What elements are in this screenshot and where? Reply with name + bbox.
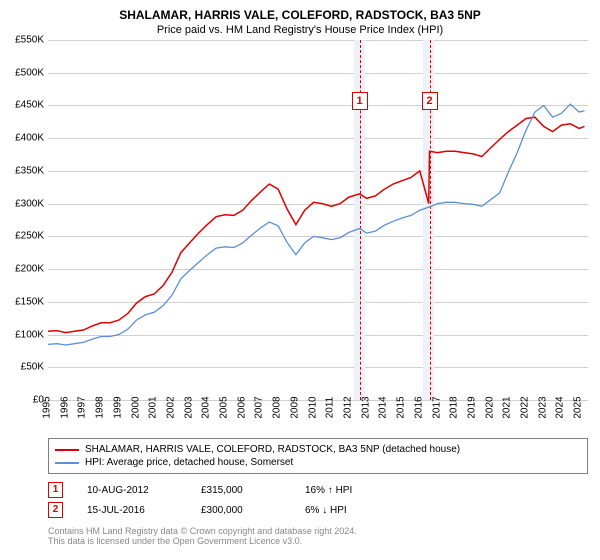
- y-axis-label: £350K: [15, 165, 48, 176]
- footer-line-1: Contains HM Land Registry data © Crown c…: [48, 526, 588, 536]
- x-axis-label: 2020: [484, 396, 495, 418]
- sale-price: £300,000: [201, 505, 281, 516]
- legend-label: HPI: Average price, detached house, Some…: [85, 457, 293, 468]
- series-line: [48, 117, 585, 332]
- sale-row: 2 15-JUL-2016 £300,000 6% ↓ HPI: [48, 500, 588, 520]
- legend-label: SHALAMAR, HARRIS VALE, COLEFORD, RADSTOC…: [85, 444, 460, 455]
- x-axis-label: 2018: [449, 396, 460, 418]
- sale-row-badge: 1: [48, 482, 63, 498]
- sale-delta: 16% ↑ HPI: [305, 485, 352, 496]
- x-axis-label: 2011: [325, 397, 336, 419]
- x-axis-label: 2005: [219, 396, 230, 418]
- y-axis-label: £300K: [15, 198, 48, 209]
- footer-text: Contains HM Land Registry data © Crown c…: [48, 526, 588, 546]
- y-axis-label: £50K: [21, 362, 48, 373]
- y-axis-label: £150K: [15, 296, 48, 307]
- x-axis-label: 2017: [431, 396, 442, 418]
- legend-row: HPI: Average price, detached house, Some…: [55, 456, 581, 469]
- x-axis-labels: 1995199619971998199920002001200220032004…: [48, 400, 588, 432]
- sale-date: 15-JUL-2016: [87, 505, 177, 516]
- line-series-layer: [48, 40, 588, 400]
- y-axis-label: £100K: [15, 329, 48, 340]
- sale-row: 1 10-AUG-2012 £315,000 16% ↑ HPI: [48, 480, 588, 500]
- series-line: [48, 104, 585, 345]
- x-axis-label: 2000: [130, 396, 141, 418]
- legend-swatch: [55, 462, 79, 464]
- x-axis-label: 2024: [555, 396, 566, 418]
- sale-price: £315,000: [201, 485, 281, 496]
- x-axis-label: 1997: [77, 396, 88, 418]
- x-axis-label: 2007: [254, 396, 265, 418]
- chart-legend: SHALAMAR, HARRIS VALE, COLEFORD, RADSTOC…: [48, 438, 588, 474]
- y-axis-label: £200K: [15, 264, 48, 275]
- y-axis-label: £500K: [15, 67, 48, 78]
- x-axis-label: 2008: [272, 396, 283, 418]
- x-axis-label: 1996: [59, 396, 70, 418]
- x-axis-label: 2022: [520, 396, 531, 418]
- x-axis-label: 2006: [236, 396, 247, 418]
- sale-row-badge: 2: [48, 502, 63, 518]
- x-axis-label: 2019: [467, 396, 478, 418]
- chart-subtitle: Price paid vs. HM Land Registry's House …: [0, 22, 600, 40]
- chart-plot-area: £0£50K£100K£150K£200K£250K£300K£350K£400…: [48, 40, 588, 400]
- x-axis-label: 2003: [183, 396, 194, 418]
- y-axis-label: £450K: [15, 100, 48, 111]
- x-axis-label: 2016: [413, 396, 424, 418]
- x-axis-label: 2009: [289, 396, 300, 418]
- y-axis-label: £400K: [15, 133, 48, 144]
- chart-title: SHALAMAR, HARRIS VALE, COLEFORD, RADSTOC…: [0, 0, 600, 22]
- sale-date: 10-AUG-2012: [87, 485, 177, 496]
- legend-row: SHALAMAR, HARRIS VALE, COLEFORD, RADSTOC…: [55, 443, 581, 456]
- x-axis-label: 2002: [166, 396, 177, 418]
- x-axis-label: 2010: [307, 396, 318, 418]
- y-axis-label: £250K: [15, 231, 48, 242]
- footer-line-2: This data is licensed under the Open Gov…: [48, 536, 588, 546]
- x-axis-label: 2014: [378, 396, 389, 418]
- x-axis-label: 2012: [343, 396, 354, 418]
- legend-swatch: [55, 449, 79, 451]
- x-axis-label: 2021: [502, 396, 513, 418]
- x-axis-label: 1998: [95, 396, 106, 418]
- x-axis-label: 1995: [42, 396, 53, 418]
- sale-records: 1 10-AUG-2012 £315,000 16% ↑ HPI 2 15-JUL-201…: [48, 480, 588, 520]
- x-axis-label: 2015: [396, 396, 407, 418]
- sale-delta: 6% ↓ HPI: [305, 505, 347, 516]
- x-axis-label: 2013: [360, 396, 371, 418]
- x-axis-label: 1999: [112, 396, 123, 418]
- x-axis-label: 2004: [201, 396, 212, 418]
- x-axis-label: 2025: [573, 396, 584, 418]
- x-axis-label: 2023: [537, 396, 548, 418]
- y-axis-label: £550K: [15, 35, 48, 46]
- x-axis-label: 2001: [148, 396, 159, 418]
